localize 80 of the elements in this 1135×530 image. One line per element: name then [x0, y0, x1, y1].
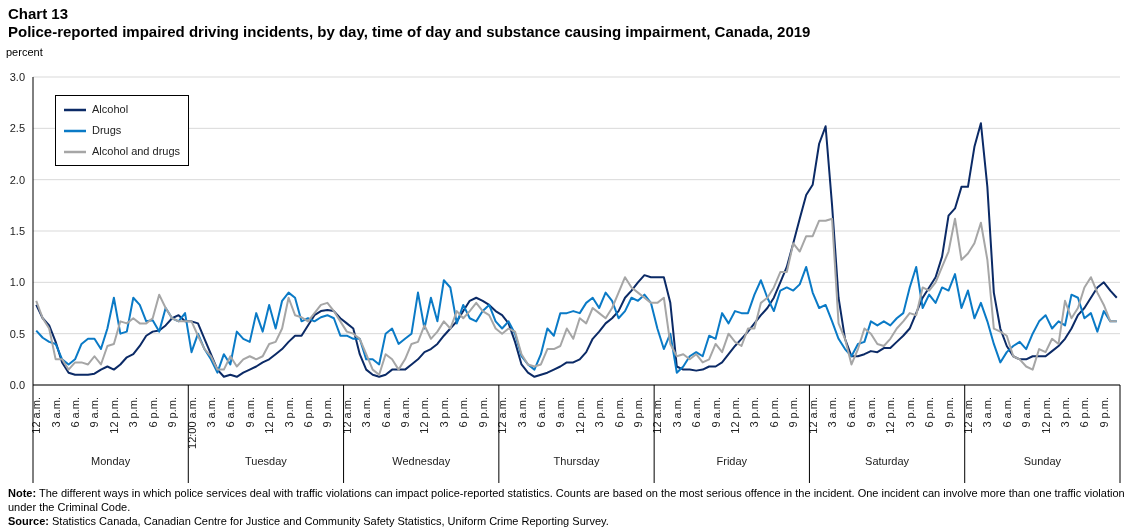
x-tick-label: 6 a.m. — [690, 397, 703, 428]
x-tick-label: 3 p.m. — [437, 397, 450, 428]
y-tick-label: 0.5 — [9, 327, 25, 340]
line-series — [35, 122, 1118, 378]
x-tick-label: 6 a.m. — [69, 397, 82, 428]
x-tick-label: 9 a.m. — [88, 397, 101, 428]
x-tick-label: 6 p.m. — [301, 397, 314, 428]
x-tick-label: 9 p.m. — [787, 397, 800, 428]
x-tick-label: 3 p.m. — [127, 397, 140, 428]
x-tick-label: 12 a.m. — [340, 397, 353, 434]
x-tick-label: 9 a.m. — [864, 397, 877, 428]
x-tick-label: 9 p.m. — [476, 397, 489, 428]
x-tick-label: 9 p.m. — [942, 397, 955, 428]
x-tick-label: 12 p.m. — [107, 397, 120, 434]
x-tick-label: 3 p.m. — [748, 397, 761, 428]
x-tick-label: 12:00 a.m. — [185, 397, 198, 449]
x-tick-label: 6 a.m. — [379, 397, 392, 428]
x-tick-label: 6 p.m. — [457, 397, 470, 428]
x-tick-label: 3 a.m. — [49, 397, 62, 428]
x-tick-label: 3 a.m. — [826, 397, 839, 428]
x-tick-label: 12 a.m. — [496, 397, 509, 434]
source-note: Source: Statistics Canada, Canadian Centre for Justice and Community Safety Statistics, Uniform Crime Reporting Survey. — [8, 515, 609, 527]
y-tick-label: 0.0 — [9, 378, 25, 391]
x-tick-label: 9 a.m. — [554, 397, 567, 428]
x-tick-label: 12 p.m. — [263, 397, 276, 434]
x-tick-label: 3 a.m. — [204, 397, 217, 428]
x-tick-label: 3 p.m. — [1059, 397, 1071, 428]
text: Friday — [716, 455, 748, 467]
x-tick-label: 3 a.m. — [981, 397, 994, 428]
y-axis-title: percent — [6, 46, 43, 58]
legend-label: Alcohol — [92, 102, 129, 117]
x-tick-label: 9 a.m. — [399, 397, 412, 428]
x-tick-label: 3 a.m. — [670, 397, 683, 428]
chart-subtitle: Police-reported impaired driving incidents, by day, time of day and substance causing impairment, Canada, 2019 — [8, 23, 811, 41]
y-tick-label: 1.0 — [9, 276, 25, 289]
x-tick-label: 9 a.m. — [709, 397, 722, 428]
x-tick-label: 3 p.m. — [593, 397, 606, 428]
y-tick-label: 2.0 — [9, 173, 25, 186]
x-tick-label: 6 p.m. — [923, 397, 936, 428]
x-tick-label: 6 a.m. — [1000, 397, 1013, 428]
x-tick-label: 9 p.m. — [1097, 397, 1110, 428]
text: Tuesday — [245, 455, 288, 467]
x-tick-label: 12 p.m. — [884, 397, 897, 434]
x-tick-label: 6 p.m. — [767, 397, 780, 428]
legend-label: Drugs — [92, 123, 122, 138]
x-tick-label: 12 p.m. — [418, 397, 431, 434]
y-tick-label: 1.5 — [9, 224, 25, 237]
x-tick-label: 9 p.m. — [321, 397, 334, 428]
x-tick-label: 6 p.m. — [1078, 397, 1091, 428]
x-tick-label: 6 p.m. — [146, 397, 159, 428]
x-tick-label: 3 p.m. — [903, 397, 916, 428]
x-tick-label: 3 a.m. — [515, 397, 528, 428]
x-tick-label: 12 p.m. — [573, 397, 586, 434]
x-tick-label: 3 a.m. — [360, 397, 373, 428]
x-tick-label: 9 a.m. — [243, 397, 256, 428]
x-tick-label: 12 a.m. — [30, 397, 43, 434]
text: Thursday — [553, 455, 600, 467]
x-tick-label: 6 a.m. — [224, 397, 237, 428]
x-tick-label: 6 a.m. — [845, 397, 858, 428]
text: Wednesday — [392, 455, 451, 467]
text: Monday — [91, 455, 131, 467]
x-tick-label: 3 p.m. — [282, 397, 295, 428]
text: Note: The different ways in which police services deal with traffic violations can impact police-reported statistics. Counts are based on the most serious offence in the incident. One incident can involve more than one traffic violation under the Criminal Code. — [8, 487, 1125, 513]
x-tick-label: 6 p.m. — [612, 397, 625, 428]
x-tick-label: 6 a.m. — [534, 397, 547, 428]
x-tick-label: 12 a.m. — [651, 397, 664, 434]
x-tick-label: 12 p.m. — [729, 397, 742, 434]
x-tick-label: 9 p.m. — [166, 397, 179, 428]
x-tick-label: 12 p.m. — [1039, 397, 1052, 434]
x-tick-label: 12 a.m. — [806, 397, 819, 434]
x-tick-label: 12 a.m. — [961, 397, 974, 434]
x-tick-label: 9 p.m. — [631, 397, 644, 428]
legend-label: Alcohol and drugs — [92, 144, 181, 159]
y-tick-label: 2.5 — [9, 122, 25, 135]
chart-title: Chart 13 — [8, 5, 70, 23]
y-tick-label: 3.0 — [9, 70, 25, 83]
text: Sunday — [1023, 455, 1062, 467]
x-tick-label: 9 a.m. — [1020, 397, 1033, 428]
line-series — [35, 217, 1118, 376]
text: Saturday — [865, 455, 910, 467]
